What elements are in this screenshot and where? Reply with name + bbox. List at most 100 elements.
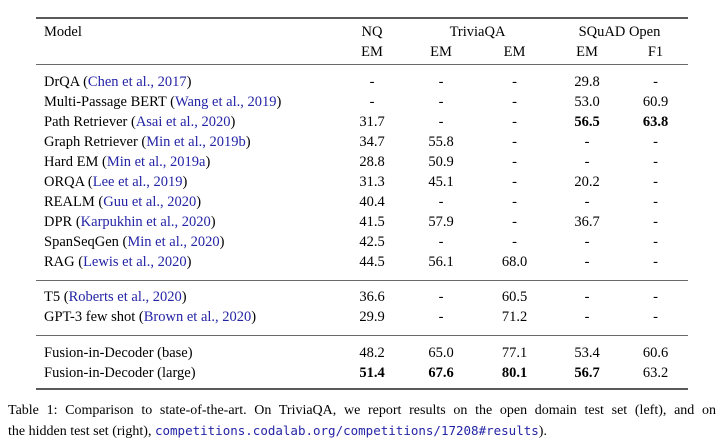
header-metric-nq-em: EM bbox=[361, 44, 383, 60]
citation-link[interactable]: Min et al., 2019a bbox=[106, 154, 206, 170]
table-row: DrQA (Chen et al., 2017) - - - 29.8 - bbox=[36, 72, 688, 92]
model-cell: Fusion-in-Decoder (base) bbox=[44, 345, 193, 361]
metric-value: 36.6 bbox=[359, 289, 385, 305]
citation-link[interactable]: Asai et al., 2020 bbox=[135, 114, 231, 130]
citation-link[interactable]: Wang et al., 2019 bbox=[174, 94, 277, 110]
table-caption: Table 1: Comparison to state-of-the-art.… bbox=[8, 401, 716, 441]
metric-value: 50.9 bbox=[428, 154, 454, 170]
model-name-close-paren: ) bbox=[210, 214, 216, 230]
citation-link[interactable]: Guu et al., 2020 bbox=[103, 194, 197, 210]
model-name-close-paren: ) bbox=[219, 234, 225, 250]
section-divider-rule bbox=[36, 280, 688, 281]
metric-value: - bbox=[653, 174, 658, 190]
model-name: RAG ( bbox=[44, 254, 84, 270]
metric-value: 65.0 bbox=[428, 345, 454, 361]
model-cell: Multi-Passage BERT (Wang et al., 2019) bbox=[36, 92, 340, 112]
citation-link[interactable]: Karpukhin et al., 2020 bbox=[80, 214, 211, 230]
metric-value: - bbox=[512, 154, 517, 170]
codalab-url-link[interactable]: competitions.codalab.org/competitions/17… bbox=[154, 422, 539, 438]
header-group-nq: NQ bbox=[361, 24, 383, 40]
metric-value: - bbox=[584, 154, 590, 170]
model-name-close-paren: ) bbox=[196, 194, 202, 210]
metric-value: 71.2 bbox=[501, 309, 528, 325]
metric-value: 56.1 bbox=[428, 254, 454, 270]
metric-value: - bbox=[653, 74, 658, 90]
header-metric-tqa-em2: EM bbox=[503, 44, 526, 60]
model-cell: T5 (Roberts et al., 2020) bbox=[36, 287, 340, 307]
metric-value: - bbox=[438, 94, 444, 110]
model-name: Path Retriever ( bbox=[44, 114, 136, 130]
section-divider-rule bbox=[36, 335, 688, 336]
metric-value: 34.7 bbox=[359, 134, 385, 150]
header-metric-row: EM EM EM EM F1 bbox=[36, 42, 688, 62]
citation-link[interactable]: Lewis et al., 2020 bbox=[83, 254, 187, 270]
metric-value: - bbox=[512, 134, 517, 150]
metric-value: 48.2 bbox=[359, 345, 385, 361]
metric-value: - bbox=[653, 154, 658, 170]
metric-value: - bbox=[584, 309, 590, 325]
header-spacer bbox=[36, 42, 340, 62]
model-name: ORQA ( bbox=[44, 174, 93, 190]
metric-value: 56.7 bbox=[574, 365, 600, 381]
metric-value: - bbox=[653, 134, 658, 150]
model-cell: SpanSeqGen (Min et al., 2020) bbox=[36, 232, 340, 252]
table-row: T5 (Roberts et al., 2020) 36.6 - 60.5 - - bbox=[36, 287, 688, 307]
table-section: T5 (Roberts et al., 2020) 36.6-60.5- - GPT-… bbox=[36, 281, 688, 335]
table-top-rule bbox=[36, 17, 688, 19]
metric-value: - bbox=[584, 254, 590, 270]
table-row: Path Retriever (Asai et al., 2020) 31.7 - -… bbox=[36, 112, 688, 132]
model-cell: Path Retriever (Asai et al., 2020) bbox=[36, 112, 340, 132]
header-group-squad-open: SQuAD Open bbox=[578, 24, 661, 40]
metric-value: 31.7 bbox=[359, 114, 385, 130]
table-row: GPT-3 few shot (Brown et al., 2020) 29.9 -… bbox=[36, 307, 688, 327]
metric-value: - bbox=[584, 289, 590, 305]
metric-value: - bbox=[512, 74, 517, 90]
metric-value: 28.8 bbox=[359, 154, 385, 170]
citation-link[interactable]: Roberts et al., 2020 bbox=[68, 289, 182, 305]
results-table: Model NQ TriviaQA SQuAD Open EM EM EM EM… bbox=[36, 17, 688, 390]
metric-value: 40.4 bbox=[359, 194, 385, 210]
metric-value: 31.3 bbox=[359, 174, 385, 190]
metric-value: - bbox=[369, 94, 375, 110]
caption-line-2: the hidden test set (right), competition… bbox=[8, 421, 716, 442]
metric-value: - bbox=[512, 94, 517, 110]
model-name: DPR ( bbox=[44, 214, 81, 230]
table-row: Fusion-in-Decoder (base) 48.2 65.0 77.1 53.4… bbox=[36, 343, 688, 363]
model-cell: Graph Retriever (Min et al., 2019b) bbox=[36, 132, 340, 152]
metric-value: 29.9 bbox=[359, 309, 385, 325]
citation-link[interactable]: Brown et al., 2020 bbox=[143, 309, 252, 325]
model-cell: RAG (Lewis et al., 2020) bbox=[36, 252, 340, 272]
metric-value: 53.4 bbox=[574, 345, 600, 361]
metric-value: - bbox=[584, 134, 590, 150]
metric-value: 41.5 bbox=[359, 214, 385, 230]
model-name-close-paren: ) bbox=[186, 74, 192, 90]
model-name-close-paren: ) bbox=[182, 174, 188, 190]
metric-value: - bbox=[653, 234, 658, 250]
metric-value: - bbox=[653, 214, 658, 230]
model-name-close-paren: ) bbox=[205, 154, 211, 170]
metric-value: 44.5 bbox=[359, 254, 385, 270]
citation-link[interactable]: Min et al., 2019b bbox=[146, 134, 246, 150]
citation-link[interactable]: Lee et al., 2019 bbox=[92, 174, 183, 190]
header-group-row: Model NQ TriviaQA SQuAD Open bbox=[36, 22, 688, 42]
metric-value: 67.6 bbox=[428, 365, 454, 381]
metric-value: - bbox=[512, 194, 517, 210]
model-cell: GPT-3 few shot (Brown et al., 2020) bbox=[36, 307, 340, 327]
metric-value: 60.5 bbox=[501, 289, 528, 305]
metric-value: 36.7 bbox=[574, 214, 600, 230]
metric-value: - bbox=[512, 114, 517, 130]
caption-line2-text: the hidden test set (right), bbox=[8, 423, 155, 439]
citation-link[interactable]: Chen et al., 2017 bbox=[87, 74, 187, 90]
metric-value: - bbox=[438, 234, 444, 250]
metric-value: - bbox=[584, 234, 590, 250]
model-name-close-paren: ) bbox=[251, 309, 257, 325]
table-header: Model NQ TriviaQA SQuAD Open EM EM EM EM… bbox=[36, 19, 688, 64]
header-metric-tqa-em1: EM bbox=[430, 44, 452, 60]
model-name: Graph Retriever ( bbox=[44, 134, 147, 150]
citation-link[interactable]: Min et al., 2020 bbox=[127, 234, 220, 250]
metric-value: 63.8 bbox=[642, 114, 669, 130]
metric-value: 63.2 bbox=[642, 365, 669, 381]
model-name: DrQA ( bbox=[44, 74, 88, 90]
model-cell: Hard EM (Min et al., 2019a) bbox=[36, 152, 340, 172]
table-row: DPR (Karpukhin et al., 2020) 41.5 57.9 - 36.… bbox=[36, 212, 688, 232]
